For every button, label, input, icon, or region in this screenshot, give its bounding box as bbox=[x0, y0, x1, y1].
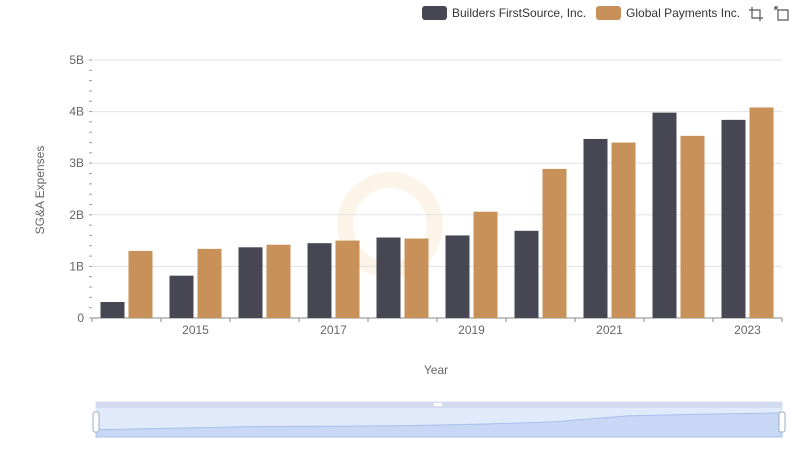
x-axis-title: Year bbox=[423, 363, 449, 377]
zoom-handle-left[interactable] bbox=[92, 411, 100, 433]
x-tick-label: 2015 bbox=[182, 323, 209, 337]
bar-global-payments-2015[interactable] bbox=[197, 248, 222, 318]
zoom-preview-area bbox=[95, 412, 783, 438]
x-tick-label: 2021 bbox=[596, 323, 623, 337]
bar-builders-firstsource-2022[interactable] bbox=[652, 112, 677, 319]
legend-item-global-payments[interactable]: Global Payments Inc. bbox=[596, 6, 740, 20]
y-tick-label: 4B bbox=[69, 105, 84, 119]
y-tick-label: 5B bbox=[69, 53, 84, 67]
toolbox bbox=[748, 6, 790, 22]
bar-global-payments-2020[interactable] bbox=[542, 168, 567, 318]
legend-swatch bbox=[422, 6, 447, 20]
y-tick-label: 1B bbox=[69, 259, 84, 273]
x-tick-label: 2017 bbox=[320, 323, 347, 337]
legend-item-builders-firstsource[interactable]: Builders FirstSource, Inc. bbox=[422, 6, 586, 20]
y-minor-ticks bbox=[89, 59, 92, 319]
bar-global-payments-2018[interactable] bbox=[404, 238, 429, 318]
bar-global-payments-2014[interactable] bbox=[128, 250, 153, 318]
bar-builders-firstsource-2023[interactable] bbox=[721, 119, 746, 318]
bars bbox=[100, 107, 774, 319]
y-axis-title: SG&A Expenses bbox=[33, 145, 47, 235]
bar-global-payments-2016[interactable] bbox=[266, 244, 291, 318]
bar-global-payments-2019[interactable] bbox=[473, 211, 498, 318]
zoom-handle-right[interactable] bbox=[778, 411, 786, 433]
x-tick-label: 2019 bbox=[458, 323, 485, 337]
y-tick-label: 3B bbox=[69, 156, 84, 170]
bar-global-payments-2021[interactable] bbox=[611, 142, 636, 318]
bar-builders-firstsource-2015[interactable] bbox=[169, 275, 194, 318]
bar-global-payments-2023[interactable] bbox=[749, 107, 774, 318]
bar-builders-firstsource-2017[interactable] bbox=[307, 243, 332, 318]
bar-builders-firstsource-2019[interactable] bbox=[445, 235, 470, 318]
data-zoom-slider[interactable] bbox=[92, 401, 786, 438]
y-tick-label: 2B bbox=[69, 208, 84, 222]
bar-global-payments-2017[interactable] bbox=[335, 240, 360, 318]
restore-icon[interactable] bbox=[774, 6, 790, 22]
bar-global-payments-2022[interactable] bbox=[680, 135, 705, 318]
bar-builders-firstsource-2020[interactable] bbox=[514, 230, 539, 318]
gridlines bbox=[92, 59, 782, 319]
legend-label: Global Payments Inc. bbox=[626, 6, 741, 20]
zoom-top-grip[interactable] bbox=[434, 403, 442, 406]
x-axis: 2015 2017 2019 2021 2023 bbox=[91, 318, 783, 337]
bar-builders-firstsource-2016[interactable] bbox=[238, 247, 263, 318]
y-axis: 0 1B 2B 3B 4B 5B bbox=[69, 53, 84, 325]
legend: Builders FirstSource, Inc. Global Paymen… bbox=[422, 4, 740, 22]
zoom-icon[interactable] bbox=[748, 6, 764, 22]
legend-label: Builders FirstSource, Inc. bbox=[452, 6, 587, 20]
legend-swatch bbox=[596, 6, 622, 20]
bar-builders-firstsource-2014[interactable] bbox=[100, 302, 125, 318]
x-tick-label: 2023 bbox=[734, 323, 761, 337]
bar-builders-firstsource-2021[interactable] bbox=[583, 138, 608, 318]
bar-builders-firstsource-2018[interactable] bbox=[376, 237, 401, 318]
y-tick-label: 0 bbox=[77, 311, 84, 325]
